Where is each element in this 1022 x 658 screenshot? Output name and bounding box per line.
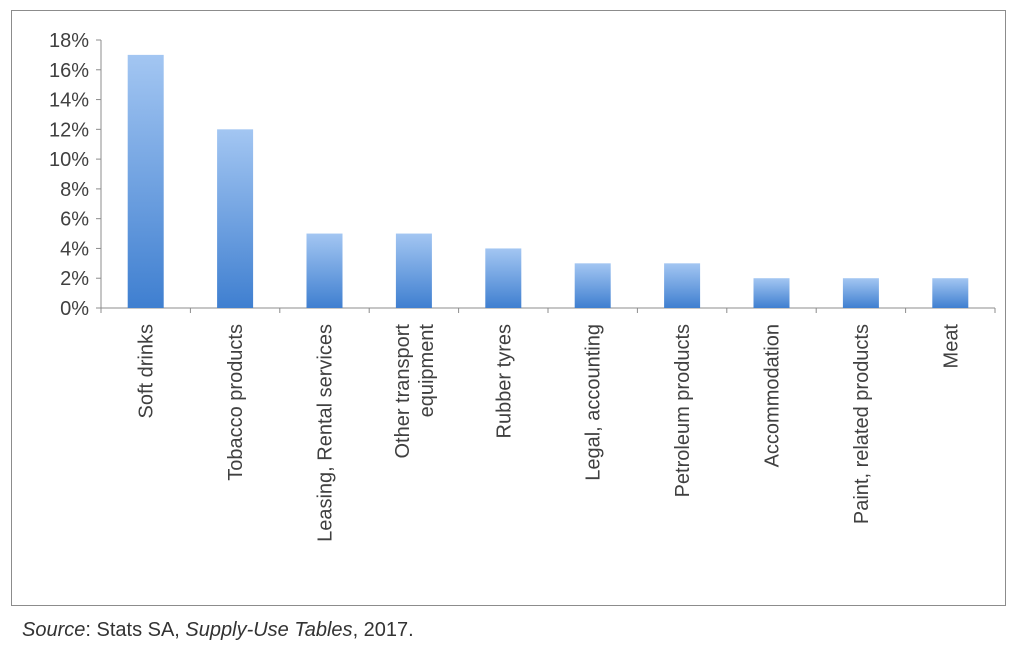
- source-year: , 2017.: [352, 619, 414, 641]
- x-category-label: Soft drinks: [136, 324, 158, 418]
- y-tick-label: 8%: [60, 179, 89, 201]
- source-publication: Supply-Use Tables: [185, 619, 353, 641]
- y-tick-label: 0%: [60, 298, 89, 320]
- chart-frame: 0% 2% 4% 6% 8% 10% 12% 14% 16% 18% Soft drinks Tob…: [11, 10, 1006, 606]
- bar: [395, 233, 432, 308]
- y-tick-label: 4%: [60, 238, 89, 260]
- x-category-label: Legal, accounting: [583, 324, 605, 481]
- y-tick-label: 2%: [60, 268, 89, 290]
- bar: [217, 129, 254, 308]
- y-tick-label: 14%: [49, 90, 89, 112]
- bar: [574, 263, 611, 308]
- y-tick-labels-group: 0% 2% 4% 6% 8% 10% 12% 14% 16% 18%: [49, 30, 101, 320]
- bar: [753, 278, 790, 308]
- x-category-label: Leasing, Rental services: [315, 324, 337, 542]
- source-label: Source: [22, 619, 86, 641]
- y-tick-label: 6%: [60, 209, 89, 231]
- x-category-label: Accommodation: [762, 324, 784, 467]
- bar: [485, 248, 522, 308]
- x-category-label: Paint, related products: [851, 324, 873, 524]
- source-note: Source: Stats SA, Supply-Use Tables, 201…: [22, 619, 414, 642]
- x-category-label: Rubber tyres: [493, 324, 515, 439]
- x-category-label: Tobacco products: [225, 324, 247, 481]
- bar: [932, 278, 969, 308]
- x-category-label: Petroleum products: [672, 324, 694, 497]
- bar: [664, 263, 701, 308]
- bar: [842, 278, 879, 308]
- y-tick-label: 10%: [49, 149, 89, 171]
- y-tick-label: 18%: [49, 30, 89, 52]
- y-tick-label: 16%: [49, 60, 89, 82]
- x-category-label: equipment: [416, 324, 438, 418]
- x-category-label: Meat: [940, 324, 962, 369]
- bar: [127, 54, 164, 309]
- y-tick-label: 12%: [49, 119, 89, 141]
- x-category-labels-group: Soft drinks Tobacco products Leasing, Rent…: [136, 324, 963, 542]
- bar-chart: 0% 2% 4% 6% 8% 10% 12% 14% 16% 18% Soft drinks Tob…: [49, 30, 996, 542]
- source-publisher: : Stats SA,: [85, 619, 186, 641]
- bars-group: [127, 54, 969, 309]
- bar: [306, 233, 343, 308]
- x-category-label: Other transport: [392, 324, 414, 459]
